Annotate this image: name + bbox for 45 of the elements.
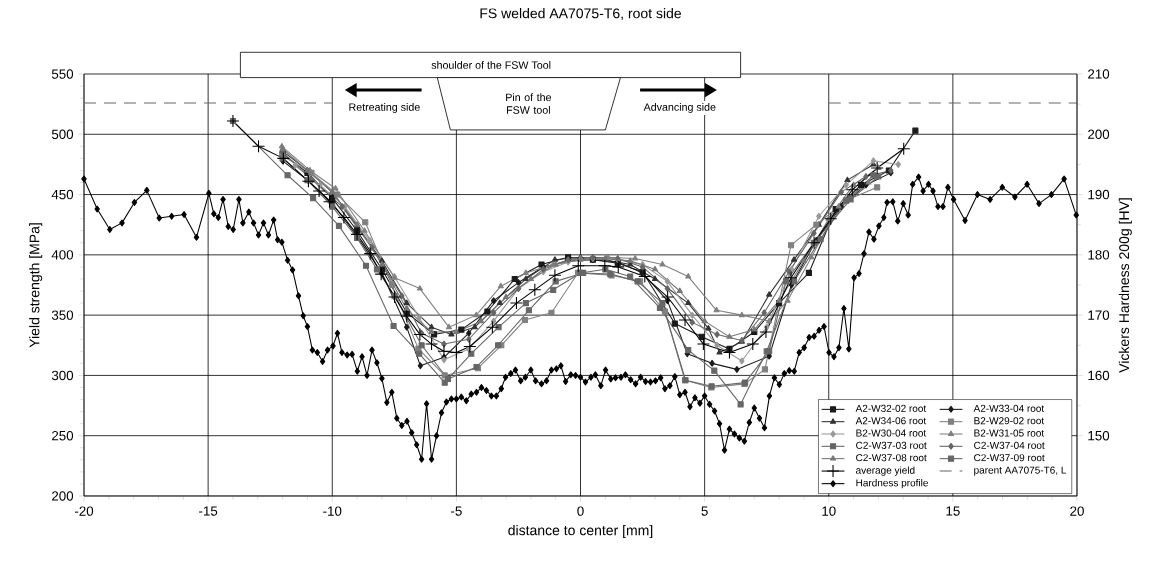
y2-tick-label: 180 (1088, 250, 1110, 260)
y-tick-label: 200 (52, 491, 74, 501)
x-tick-label: -5 (451, 506, 462, 516)
x-tick-label: -20 (74, 506, 94, 516)
legend-label: C2-W37-09 root (974, 454, 1045, 462)
x-tick-label: -10 (323, 506, 342, 516)
y-tick-label: 350 (51, 310, 74, 320)
x-tick-label: 0 (577, 506, 584, 516)
annotation: Pin of the FSW tool (506, 93, 552, 114)
x-tick-label: 15 (946, 506, 960, 516)
y2-tick-label: 200 (1088, 129, 1110, 139)
legend-label: parent AA7075-T6, L (974, 466, 1067, 476)
legend-label: Hardness profile (856, 479, 928, 489)
y2-tick-label: 190 (1088, 189, 1110, 200)
x-tick-label: -15 (199, 506, 218, 516)
y-tick-label: 500 (51, 129, 74, 139)
y-tick-label: 250 (52, 430, 74, 441)
legend-label: A2-W32-02 root (855, 404, 927, 412)
chart-title: FS welded AA7075-T6, root side (480, 8, 681, 20)
x-tick-label: 5 (701, 506, 708, 516)
legend-label: A2-W33-04 root (973, 404, 1045, 412)
x-tick-label: 10 (822, 506, 836, 516)
y2-axis-title: Vickers Hardness 200g [HV] (1118, 198, 1132, 373)
x-tick-label: 20 (1070, 506, 1084, 516)
y-tick-label: 300 (51, 370, 74, 381)
legend-label: B2-W31-05 root (974, 429, 1045, 437)
annotation: Advancing side (643, 103, 716, 113)
y-axis-title: Yield strength [MPa] (29, 223, 43, 348)
y-tick-label: 550 (51, 69, 74, 79)
legend-label: C2-W37-04 root (974, 441, 1045, 449)
y2-tick-label: 150 (1088, 430, 1110, 441)
legend-label: C2-W37-08 root (856, 454, 927, 462)
legend-label: B2-W29-02 root (974, 417, 1045, 425)
y-tick-label: 450 (51, 189, 74, 200)
x-axis-title: distance to center [mm] (508, 524, 653, 539)
y2-tick-label: 210 (1088, 69, 1110, 79)
y2-tick-label: 160 (1088, 370, 1110, 381)
legend-label: B2-W30-04 root (856, 429, 927, 437)
y2-tick-label: 170 (1088, 310, 1110, 320)
y-tick-label: 400 (51, 250, 74, 260)
annotation: Retreating side (349, 103, 420, 113)
text: shoulder of the FSW Tool (431, 61, 551, 69)
legend-label: average yield (856, 466, 915, 476)
legend-label: C2-W37-03 root (856, 441, 927, 449)
legend-label: A2-W34-06 root (855, 417, 927, 425)
